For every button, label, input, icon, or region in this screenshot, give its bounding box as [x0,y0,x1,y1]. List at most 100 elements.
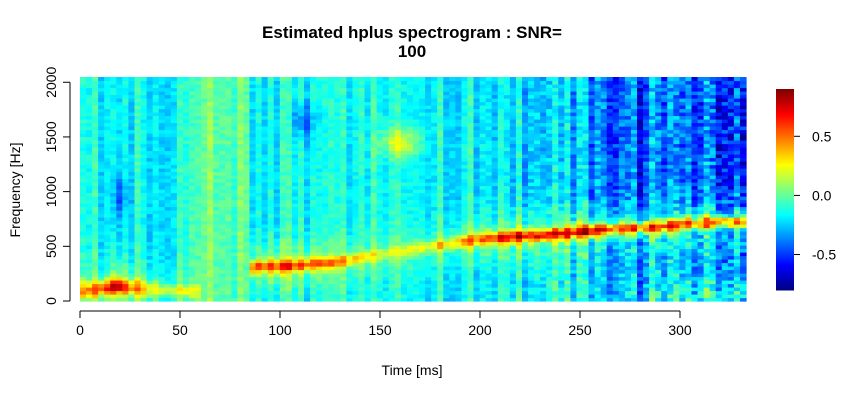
heatmap-cell [509,175,517,180]
heatmap-cell [128,206,136,211]
heatmap-cell [243,203,251,208]
heatmap-cell [304,297,311,302]
heatmap-cell [92,77,99,82]
heatmap-cell [86,199,93,204]
heatmap-cell [431,122,438,127]
heatmap-cell [431,297,438,302]
heatmap-cell [322,199,329,204]
heatmap-cell [201,98,208,103]
heatmap-cell [273,140,281,145]
heatmap-cell [328,280,335,285]
heatmap-cell [249,150,257,155]
heatmap-cell [297,234,305,239]
heatmap-cell [449,280,456,285]
heatmap-cell [304,255,311,260]
heatmap-cell [219,154,226,159]
heatmap-cell [322,108,329,113]
heatmap-cell [273,217,281,222]
heatmap-cell [152,234,160,239]
heatmap-cell [146,98,154,103]
heatmap-cell [237,245,245,250]
heatmap-cell [152,94,160,99]
heatmap-cell [134,178,142,183]
heatmap-cell [170,119,178,124]
heatmap-cell [158,217,166,222]
heatmap-cell [503,101,511,106]
heatmap-cell [152,98,160,103]
heatmap-cell [515,273,523,278]
heatmap-cell [170,80,178,85]
heatmap-cell [528,129,535,134]
heatmap-cell [116,199,123,204]
heatmap-cell [267,283,275,288]
heatmap-cell [546,248,553,253]
heatmap-cell [346,259,354,264]
heatmap-cell [419,252,426,257]
heatmap-cell [158,259,166,264]
heatmap-cell [261,171,269,176]
heatmap-cell [261,192,269,197]
heatmap-cell [213,266,220,271]
heatmap-cell [201,164,208,169]
heatmap-cell [231,213,239,218]
heatmap-cell [413,192,420,197]
heatmap-cell [449,98,456,103]
heatmap-cell [370,84,378,89]
heatmap-cell [413,140,420,145]
heatmap-cell [497,273,505,278]
heatmap-cell [461,94,469,99]
heatmap-cell [485,182,493,187]
heatmap-cell [376,294,384,299]
heatmap-cell [328,266,335,271]
heatmap-cell [413,178,420,183]
heatmap-cell [176,147,184,152]
heatmap-cell [158,94,166,99]
heatmap-cell [80,147,87,152]
heatmap-cell [285,161,293,166]
heatmap-cell [273,294,281,299]
heatmap-cell [80,189,87,194]
heatmap-cell [431,108,438,113]
heatmap-cell [437,164,444,169]
heatmap-cell [164,101,172,106]
heatmap-cell [425,294,432,299]
heatmap-cell [437,283,444,288]
heatmap-cell [437,287,444,292]
heatmap-cell [443,77,450,82]
heatmap-cell [243,283,251,288]
heatmap-cell [231,168,239,173]
heatmap-cell [400,115,408,120]
heatmap-cell [352,234,360,239]
heatmap-cell [370,234,378,239]
heatmap-cell [503,80,511,85]
heatmap-cell [92,199,99,204]
heatmap-cell [128,161,136,166]
heatmap-cell [534,154,541,159]
heatmap-cell [479,115,487,120]
heatmap-cell [80,77,87,82]
heatmap-cell [552,290,559,295]
heatmap-cell [158,213,166,218]
heatmap-cell [437,175,444,180]
heatmap-cell [92,98,99,103]
heatmap-cell [98,119,105,124]
heatmap-cell [152,210,160,215]
heatmap-cell [334,129,341,134]
heatmap-cell [455,273,463,278]
heatmap-cell [546,220,553,225]
heatmap-cell [170,129,178,134]
heatmap-cell [449,115,456,120]
heatmap-cell [485,234,493,239]
heatmap-cell [546,297,553,302]
heatmap-cell [80,91,87,96]
heatmap-cell [225,122,232,127]
heatmap-cell [188,252,196,257]
heatmap-cell [540,206,547,211]
heatmap-cell [176,140,184,145]
heatmap-cell [279,150,287,155]
heatmap-cell [201,108,208,113]
heatmap-cell [352,84,360,89]
heatmap-cell [491,220,499,225]
heatmap-cell [243,171,251,176]
heatmap-cell [134,189,142,194]
